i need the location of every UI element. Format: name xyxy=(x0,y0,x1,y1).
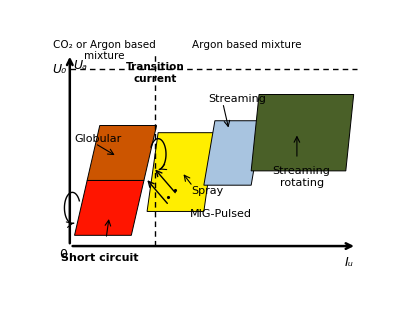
Text: CO₂ or Argon based
mixture: CO₂ or Argon based mixture xyxy=(53,40,156,61)
Text: Transition
current: Transition current xyxy=(126,62,184,84)
Text: Iᵤ: Iᵤ xyxy=(345,256,354,268)
Text: Globular: Globular xyxy=(74,134,122,144)
Text: Argon based mixture: Argon based mixture xyxy=(192,40,301,50)
Text: Spray: Spray xyxy=(191,186,223,196)
Text: 0: 0 xyxy=(59,248,67,261)
Polygon shape xyxy=(204,121,262,185)
Text: MIG-Pulsed: MIG-Pulsed xyxy=(190,209,252,219)
Polygon shape xyxy=(87,126,157,180)
Text: Streaming: Streaming xyxy=(208,94,267,104)
Text: U₀: U₀ xyxy=(53,63,67,76)
Polygon shape xyxy=(147,133,215,211)
Polygon shape xyxy=(74,180,144,235)
Text: Streaming
rotating: Streaming rotating xyxy=(273,166,330,188)
Text: Short circuit: Short circuit xyxy=(61,253,138,263)
Polygon shape xyxy=(251,95,354,171)
Text: Uₐ: Uₐ xyxy=(73,59,87,72)
